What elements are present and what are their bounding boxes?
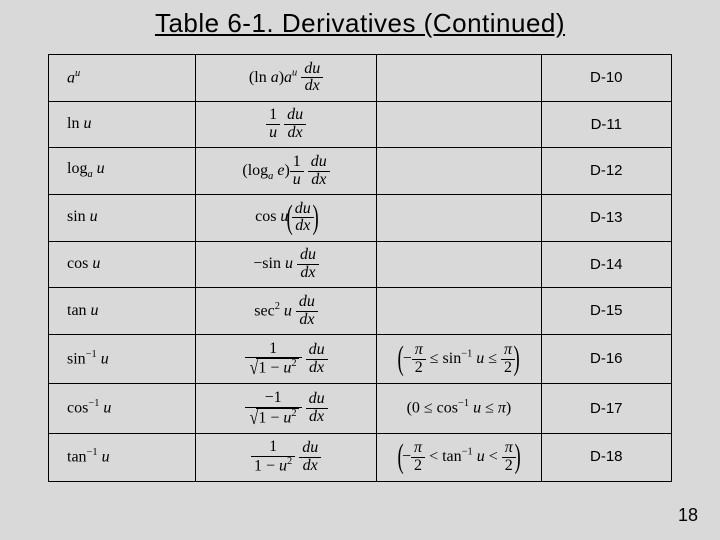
cell-derivative: sec2 u dudx <box>195 288 376 335</box>
cell-function: sin u <box>49 194 196 241</box>
cell-domain <box>377 148 541 195</box>
cell-function: sin−1 u <box>49 334 196 383</box>
cell-derivative: (loga e)1u dudx <box>195 148 376 195</box>
cell-domain <box>377 241 541 288</box>
cell-domain <box>377 288 541 335</box>
cell-derivative: −1√1 − u2 dudx <box>195 384 376 433</box>
cell-function: cos u <box>49 241 196 288</box>
cell-derivative: 1u dudx <box>195 101 376 148</box>
cell-ref: D-16 <box>541 334 671 383</box>
table-row: cos u−sin u dudx D-14 <box>49 241 672 288</box>
cell-domain <box>377 194 541 241</box>
cell-ref: D-17 <box>541 384 671 433</box>
cell-ref: D-14 <box>541 241 671 288</box>
cell-function: tan−1 u <box>49 433 196 481</box>
cell-ref: D-12 <box>541 148 671 195</box>
cell-function: au <box>49 55 196 102</box>
cell-derivative: (ln a)au dudx <box>195 55 376 102</box>
cell-domain <box>377 55 541 102</box>
cell-function: tan u <box>49 288 196 335</box>
table-row: sin−1 u1√1 − u2 dudx(−π2 ≤ sin−1 u ≤ π2)… <box>49 334 672 383</box>
slide: Table 6-1. Derivatives (Continued) au(ln… <box>0 0 720 540</box>
cell-function: loga u <box>49 148 196 195</box>
derivatives-table-wrap: au(ln a)au dudxD-10ln u1u dudxD-11loga u… <box>48 54 672 482</box>
cell-function: cos−1 u <box>49 384 196 433</box>
cell-domain <box>377 101 541 148</box>
cell-derivative: 11 − u2 dudx <box>195 433 376 481</box>
page-number: 18 <box>678 505 698 526</box>
table-row: cos−1 u−1√1 − u2 dudx(0 ≤ cos−1 u ≤ π)D-… <box>49 384 672 433</box>
table-row: tan−1 u11 − u2 dudx(−π2 < tan−1 u < π2)D… <box>49 433 672 481</box>
cell-ref: D-18 <box>541 433 671 481</box>
cell-domain: (0 ≤ cos−1 u ≤ π) <box>377 384 541 433</box>
table-row: tan usec2 u dudx D-15 <box>49 288 672 335</box>
table-row: ln u1u dudx D-11 <box>49 101 672 148</box>
table-row: au(ln a)au dudx D-10 <box>49 55 672 102</box>
cell-ref: D-13 <box>541 194 671 241</box>
cell-ref: D-11 <box>541 101 671 148</box>
cell-function: ln u <box>49 101 196 148</box>
cell-derivative: −sin u dudx <box>195 241 376 288</box>
table-title: Table 6-1. Derivatives (Continued) <box>0 8 720 39</box>
cell-ref: D-15 <box>541 288 671 335</box>
derivatives-tbody: au(ln a)au dudxD-10ln u1u dudxD-11loga u… <box>49 55 672 482</box>
cell-derivative: cos u(dudx) <box>195 194 376 241</box>
table-row: sin ucos u(dudx) D-13 <box>49 194 672 241</box>
table-row: loga u(loga e)1u dudx D-12 <box>49 148 672 195</box>
cell-derivative: 1√1 − u2 dudx <box>195 334 376 383</box>
cell-ref: D-10 <box>541 55 671 102</box>
cell-domain: (−π2 ≤ sin−1 u ≤ π2) <box>377 334 541 383</box>
cell-domain: (−π2 < tan−1 u < π2) <box>377 433 541 481</box>
derivatives-table: au(ln a)au dudxD-10ln u1u dudxD-11loga u… <box>48 54 672 482</box>
